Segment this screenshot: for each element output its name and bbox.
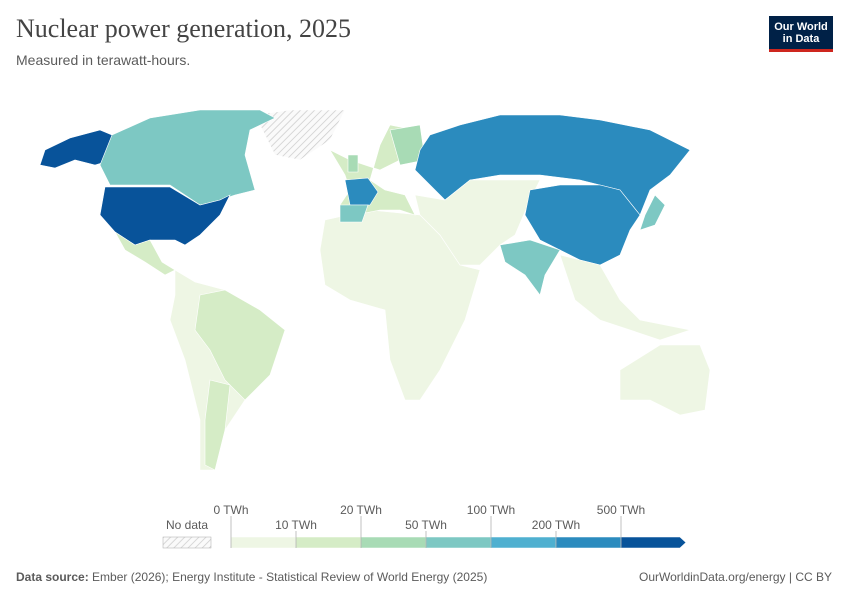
logo[interactable]: Our World in Data: [769, 16, 833, 52]
legend: No data 0 TWh 10 TWh 20 TWh 50 TWh 100 TWh 20…: [162, 503, 687, 549]
country[interactable]: [339, 204, 369, 223]
legend-bin: [555, 536, 622, 549]
legend-bin: [295, 536, 362, 549]
country[interactable]: [499, 239, 561, 296]
country[interactable]: [99, 109, 276, 206]
country[interactable]: [254, 109, 346, 161]
country[interactable]: [559, 254, 692, 341]
country[interactable]: [414, 179, 541, 266]
legend-tick-label: 20 TWh: [340, 503, 382, 517]
source-text: Ember (2026); Energy Institute - Statist…: [92, 570, 488, 584]
logo-line: in Data: [782, 33, 820, 45]
legend-tick-label: 500 TWh: [597, 503, 645, 517]
title: Nuclear power generation, 2025: [16, 14, 351, 43]
country[interactable]: [204, 379, 231, 471]
legend-bin: [230, 536, 297, 549]
legend-tick-label: 50 TWh: [405, 518, 447, 532]
country[interactable]: [639, 194, 666, 231]
logo-line: Our World: [774, 21, 828, 33]
country[interactable]: [344, 177, 379, 206]
source: Data source: Ember (2026); Energy Instit…: [16, 570, 487, 584]
country[interactable]: [619, 344, 711, 416]
country[interactable]: [524, 184, 641, 266]
source-label: Data source:: [16, 570, 89, 584]
country[interactable]: [194, 289, 286, 401]
legend-tick-label: 200 TWh: [532, 518, 580, 532]
no-data-swatch: [162, 536, 212, 549]
subtitle: Measured in terawatt-hours.: [16, 52, 191, 68]
no-data-label: No data: [166, 518, 208, 532]
legend-tick-label: 0 TWh: [213, 503, 248, 517]
legend-tick-label: 10 TWh: [275, 518, 317, 532]
legend-bin: [490, 536, 557, 549]
legend-bin: [620, 536, 687, 549]
country[interactable]: [347, 154, 359, 173]
legend-bin: [360, 536, 427, 549]
legend-tick-label: 100 TWh: [467, 503, 515, 517]
countries: [39, 109, 711, 471]
legend-bin: [425, 536, 492, 549]
url[interactable]: OurWorldinData.org/energy | CC BY: [639, 570, 832, 584]
